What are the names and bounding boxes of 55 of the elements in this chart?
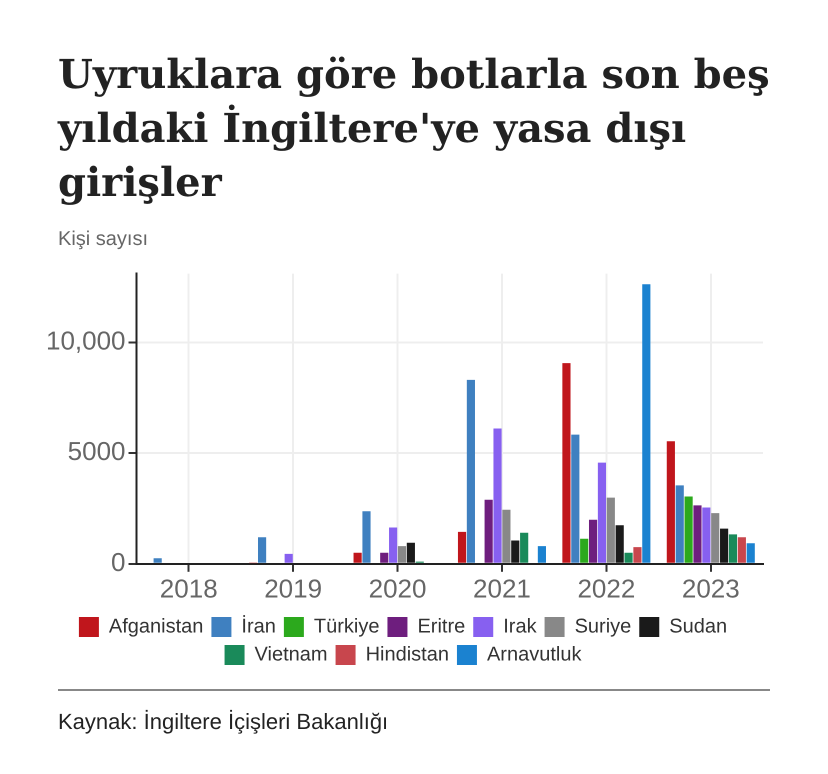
text: Kaynak: İngiltere İçişleri Bakanlığı: [57, 708, 390, 736]
y-tick-label: 5000: [68, 436, 126, 466]
bar: [606, 498, 615, 563]
bar: [624, 552, 633, 563]
x-tick-label: 2021: [473, 574, 531, 604]
bar: [484, 500, 493, 563]
bar: [258, 537, 266, 563]
bar: [571, 434, 580, 563]
bar: [738, 537, 746, 563]
bar: [598, 462, 606, 563]
legend-label: Arnavutluk: [486, 644, 582, 666]
bar: [693, 505, 702, 563]
legend-label: Eritre: [417, 616, 466, 638]
x-tick-label: 2019: [264, 574, 322, 604]
bar: [642, 284, 650, 563]
legend-label: Suriye: [574, 616, 632, 638]
x-tick-label: 2022: [577, 574, 636, 604]
bar: [588, 520, 598, 563]
bar: [728, 534, 738, 563]
x-tick-label: 2023: [682, 574, 740, 604]
y-tick-label: 10,000: [46, 325, 126, 356]
bar: [684, 496, 693, 563]
bar: [466, 380, 475, 563]
bar: [354, 552, 362, 563]
bar: [493, 428, 502, 563]
bar: [380, 552, 388, 563]
legend-label: Sudan: [669, 616, 728, 638]
bar: [362, 511, 371, 563]
bar: [389, 527, 398, 563]
bar: [154, 558, 162, 563]
chart-title: Uyruklara göre botlarla son beş yıldaki İngiltere'ye yasa dışı girişler: [56, 50, 771, 208]
bar: [398, 546, 406, 563]
legend-label: Afganistan: [108, 616, 204, 638]
x-tick-label: 2018: [160, 574, 218, 604]
bar: [676, 485, 684, 563]
bar: [562, 363, 571, 563]
legend-label: Türkiye: [314, 616, 380, 638]
bar: [580, 538, 588, 563]
y-tick-label: 0: [111, 546, 126, 577]
bar: [711, 513, 720, 563]
legend-label: İran: [241, 614, 276, 638]
y-axis-title: Kişi sayısı: [57, 227, 150, 252]
x-tick-label: 2020: [368, 574, 426, 604]
bar: [746, 543, 755, 563]
bar: [633, 547, 642, 563]
bar: [284, 554, 293, 563]
legend-label: Hindistan: [366, 644, 449, 666]
bar: [458, 532, 466, 563]
bar: [502, 510, 510, 563]
bar: [538, 546, 546, 563]
bar: [702, 508, 710, 563]
legend-label: Vietnam: [254, 644, 328, 666]
bar: [520, 532, 528, 563]
bar: [666, 441, 675, 563]
legend-label: Irak: [503, 616, 538, 638]
